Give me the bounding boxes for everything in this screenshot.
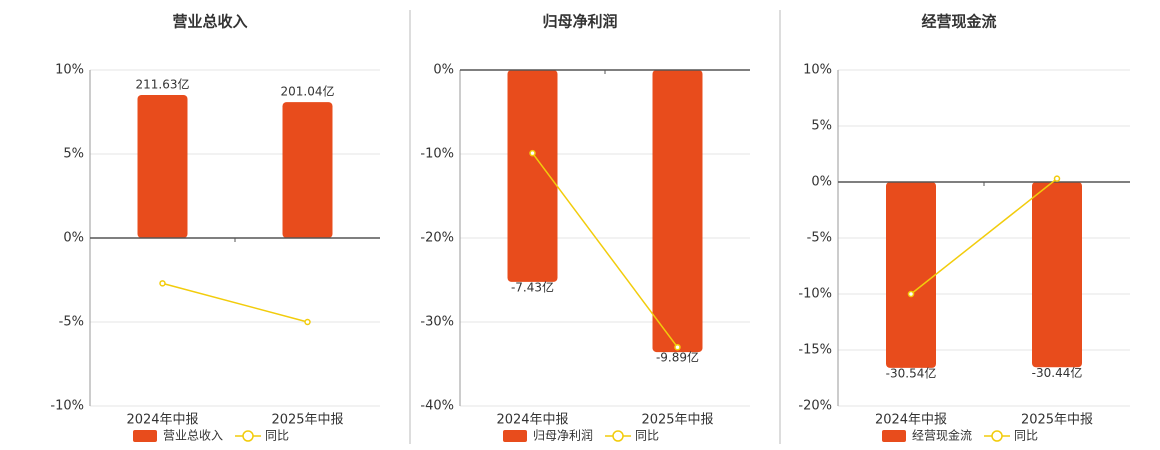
x-tick-label: 2024年中报 xyxy=(126,413,198,428)
bar xyxy=(137,94,188,238)
bar xyxy=(282,102,333,238)
bar xyxy=(652,70,703,353)
value-label: 211.63亿 xyxy=(136,76,190,91)
legend-icon xyxy=(991,430,1003,442)
line-marker xyxy=(529,149,536,157)
legend-icon xyxy=(133,430,157,442)
value-label: -30.54亿 xyxy=(886,365,937,380)
line-marker xyxy=(304,318,311,326)
chart-title: 营业总收入 xyxy=(172,13,247,31)
line-marker xyxy=(159,280,166,287)
bar xyxy=(1032,182,1082,368)
y-tick-label: 10% xyxy=(55,63,84,78)
legend-label: 营业总收入 xyxy=(163,429,223,443)
y-tick-label: -10% xyxy=(798,287,832,302)
chart-title: 归母净利润 xyxy=(542,13,617,31)
line xyxy=(910,178,1058,295)
legend-label: 经营现金流 xyxy=(912,428,972,443)
value-label: -9.89亿 xyxy=(656,350,699,365)
y-tick-label: -10% xyxy=(420,147,454,162)
y-tick-label: -30% xyxy=(420,315,454,330)
x-tick-label: 2025年中报 xyxy=(271,413,343,428)
line xyxy=(162,282,308,323)
legend-label: 同比 xyxy=(265,429,289,443)
legend-icon xyxy=(882,430,906,442)
legend-label: 同比 xyxy=(635,429,659,443)
legend-label: 同比 xyxy=(1014,429,1038,443)
y-tick-label: 0% xyxy=(63,231,84,246)
y-tick-label: 0% xyxy=(433,63,454,78)
y-tick-label: -20% xyxy=(420,231,454,246)
y-tick-label: -20% xyxy=(798,399,832,414)
y-tick-label: 0% xyxy=(811,175,832,190)
y-tick-label: -15% xyxy=(798,343,832,358)
line-marker xyxy=(674,343,681,351)
y-tick-label: -40% xyxy=(420,399,454,414)
y-tick-label: 5% xyxy=(63,147,84,162)
line-marker xyxy=(907,290,915,298)
value-label: -30.44亿 xyxy=(1032,365,1083,380)
y-tick-label: 5% xyxy=(811,119,832,134)
chart-title: 经营现金流 xyxy=(921,13,996,31)
legend-icon xyxy=(242,430,254,442)
y-tick-label: 10% xyxy=(803,63,832,78)
x-tick-label: 2025年中报 xyxy=(1021,413,1093,428)
line xyxy=(531,152,679,348)
bar xyxy=(507,70,558,282)
y-tick-label: -10% xyxy=(50,399,84,414)
value-label: 201.04亿 xyxy=(281,84,335,99)
legend-icon xyxy=(612,430,624,442)
y-tick-label: -5% xyxy=(59,315,84,330)
legend-icon xyxy=(503,430,527,442)
legend-label: 归母净利润 xyxy=(533,429,593,443)
x-tick-label: 2024年中报 xyxy=(496,413,568,428)
y-tick-label: -5% xyxy=(807,231,832,246)
x-tick-label: 2024年中报 xyxy=(875,413,947,428)
bar xyxy=(886,182,936,368)
x-tick-label: 2025年中报 xyxy=(641,413,713,428)
line-marker xyxy=(1053,175,1061,182)
value-label: -7.43亿 xyxy=(511,279,554,294)
